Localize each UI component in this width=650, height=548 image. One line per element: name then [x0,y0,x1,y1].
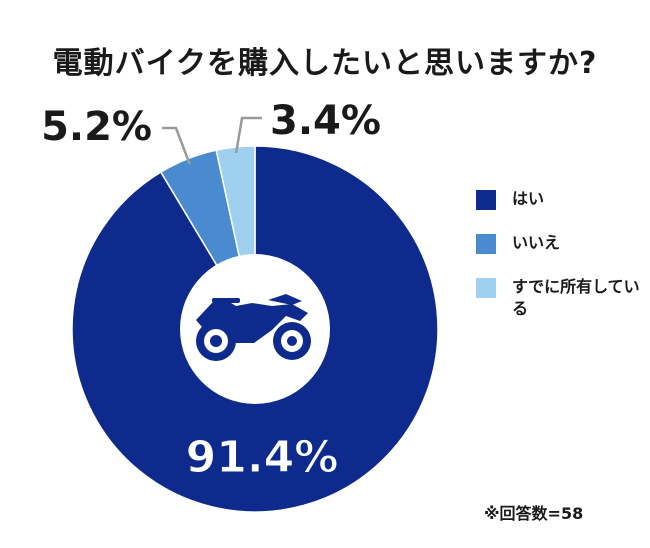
respondent-count-note: ※回答数=58 [484,504,584,523]
legend-swatch-no [476,234,496,254]
legend-label-no: いいえ [512,233,561,252]
leader-line-no [162,126,192,165]
leader-lines [162,116,262,165]
data-label-owned: 3.4% [270,98,381,144]
legend-swatch-owned [476,278,496,298]
leader-line-owned [234,116,262,154]
legend-label-yes: はい [512,189,545,208]
legend-swatch-yes [476,190,496,210]
motorcycle-icon [196,294,311,361]
chart-title: 電動バイクを購入したいと思いますか? [52,46,598,81]
legend-label-owned: すでに所有している [512,277,640,318]
pie-slice-yes [71,145,439,513]
data-label-yes: 91.4% [186,432,339,483]
data-label-no: 5.2% [41,104,152,150]
